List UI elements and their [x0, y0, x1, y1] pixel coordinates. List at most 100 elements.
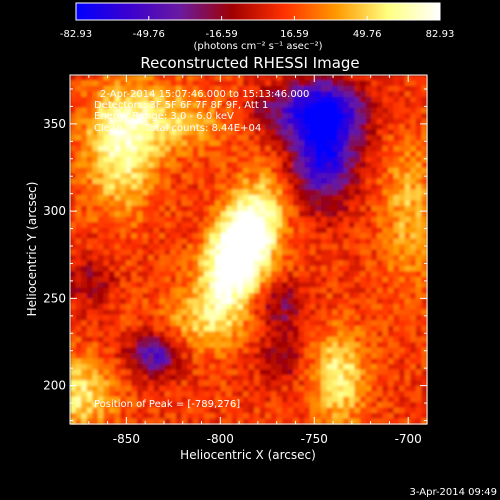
heatmap-cell — [209, 369, 216, 376]
heatmap-cell — [410, 227, 417, 234]
heatmap-cell — [181, 80, 188, 87]
heatmap-cell — [97, 162, 105, 169]
heatmap-cell — [125, 156, 132, 163]
heatmap-cell — [404, 276, 411, 283]
heatmap-cell — [198, 113, 205, 120]
heatmap-cell — [153, 91, 160, 98]
heatmap-cell — [203, 298, 211, 305]
heatmap-cell — [226, 113, 233, 120]
heatmap-cell — [270, 140, 277, 147]
heatmap-cell — [265, 216, 272, 223]
heatmap-cell — [376, 189, 383, 196]
heatmap-cell — [248, 96, 255, 103]
heatmap-cell — [97, 304, 105, 311]
heatmap-cell — [125, 342, 132, 349]
heatmap-cell — [220, 369, 227, 376]
heatmap-cell — [321, 336, 328, 343]
heatmap-cell — [382, 265, 389, 272]
heatmap-cell — [237, 374, 244, 381]
heatmap-cell — [153, 418, 160, 425]
heatmap-cell — [226, 391, 233, 398]
heatmap-cell — [170, 233, 177, 240]
heatmap-cell — [164, 211, 172, 218]
heatmap-cell — [326, 173, 333, 180]
heatmap-cell — [86, 238, 93, 245]
heatmap-cell — [187, 320, 194, 327]
heatmap-cell — [360, 298, 367, 305]
heatmap-cell — [393, 374, 400, 381]
heatmap-cell — [304, 91, 311, 98]
heatmap-cell — [387, 216, 395, 223]
heatmap-cell — [321, 75, 328, 82]
heatmap-cell — [415, 287, 423, 294]
heatmap-cell — [382, 249, 389, 256]
heatmap-cell — [298, 364, 305, 371]
heatmap-cell — [120, 216, 127, 223]
heatmap-cell — [97, 254, 105, 261]
heatmap-cell — [304, 293, 311, 300]
heatmap-cell — [404, 173, 411, 180]
heatmap-cell — [75, 260, 82, 267]
heatmap-cell — [410, 244, 417, 251]
heatmap-cell — [321, 260, 328, 267]
heatmap-cell — [86, 118, 93, 125]
heatmap-cell — [309, 347, 317, 354]
heatmap-cell — [315, 271, 322, 278]
heatmap-cell — [270, 369, 277, 376]
heatmap-cell — [382, 282, 389, 289]
heatmap-cell — [97, 80, 105, 87]
heatmap-cell — [376, 151, 383, 158]
heatmap-cell — [220, 222, 227, 229]
heatmap-cell — [410, 353, 417, 360]
heatmap-cell — [254, 156, 261, 163]
heatmap-cell — [142, 129, 149, 136]
heatmap-cell — [254, 407, 261, 414]
heatmap-cell — [192, 342, 199, 349]
heatmap-cell — [276, 96, 283, 103]
heatmap-cell — [337, 287, 344, 294]
heatmap-cell — [254, 369, 261, 376]
heatmap-cell — [175, 413, 183, 420]
heatmap-cell — [304, 271, 311, 278]
heatmap-cell — [371, 194, 378, 202]
heatmap-cell — [215, 293, 222, 300]
heatmap-cell — [354, 189, 361, 196]
heatmap-cell — [153, 227, 160, 234]
heatmap-cell — [187, 369, 194, 376]
heatmap-cell — [421, 249, 428, 256]
heatmap-cell — [332, 254, 339, 261]
heatmap-cell — [75, 145, 82, 152]
heatmap-cell — [265, 244, 272, 251]
heatmap-cell — [125, 304, 132, 311]
heatmap-cell — [220, 260, 227, 267]
heatmap-cell — [203, 200, 211, 207]
heatmap-cell — [259, 194, 266, 202]
heatmap-cell — [170, 129, 177, 136]
heatmap-cell — [81, 369, 88, 376]
heatmap-cell — [382, 134, 389, 142]
heatmap-cell — [209, 249, 216, 256]
heatmap-cell — [226, 374, 233, 381]
heatmap-cell — [265, 353, 272, 360]
heatmap-cell — [203, 287, 211, 294]
heatmap-cell — [298, 314, 305, 321]
heatmap-cell — [198, 265, 205, 272]
heatmap-cell — [410, 216, 417, 223]
heatmap-cell — [399, 364, 406, 371]
heatmap-cell — [399, 211, 406, 218]
heatmap-cell — [164, 309, 172, 316]
heatmap-cell — [298, 124, 305, 131]
heatmap-cell — [120, 407, 127, 414]
heatmap-cell — [237, 222, 244, 229]
heatmap-cell — [287, 282, 294, 289]
heatmap-cell — [231, 216, 238, 223]
heatmap-cell — [170, 124, 177, 131]
heatmap-cell — [226, 244, 233, 251]
heatmap-cell — [86, 347, 93, 354]
heatmap-cell — [70, 96, 77, 103]
heatmap-cell — [153, 249, 160, 256]
heatmap-cell — [298, 238, 305, 245]
heatmap-cell — [376, 216, 383, 223]
heatmap-cell — [304, 374, 311, 381]
heatmap-cell — [270, 91, 277, 98]
